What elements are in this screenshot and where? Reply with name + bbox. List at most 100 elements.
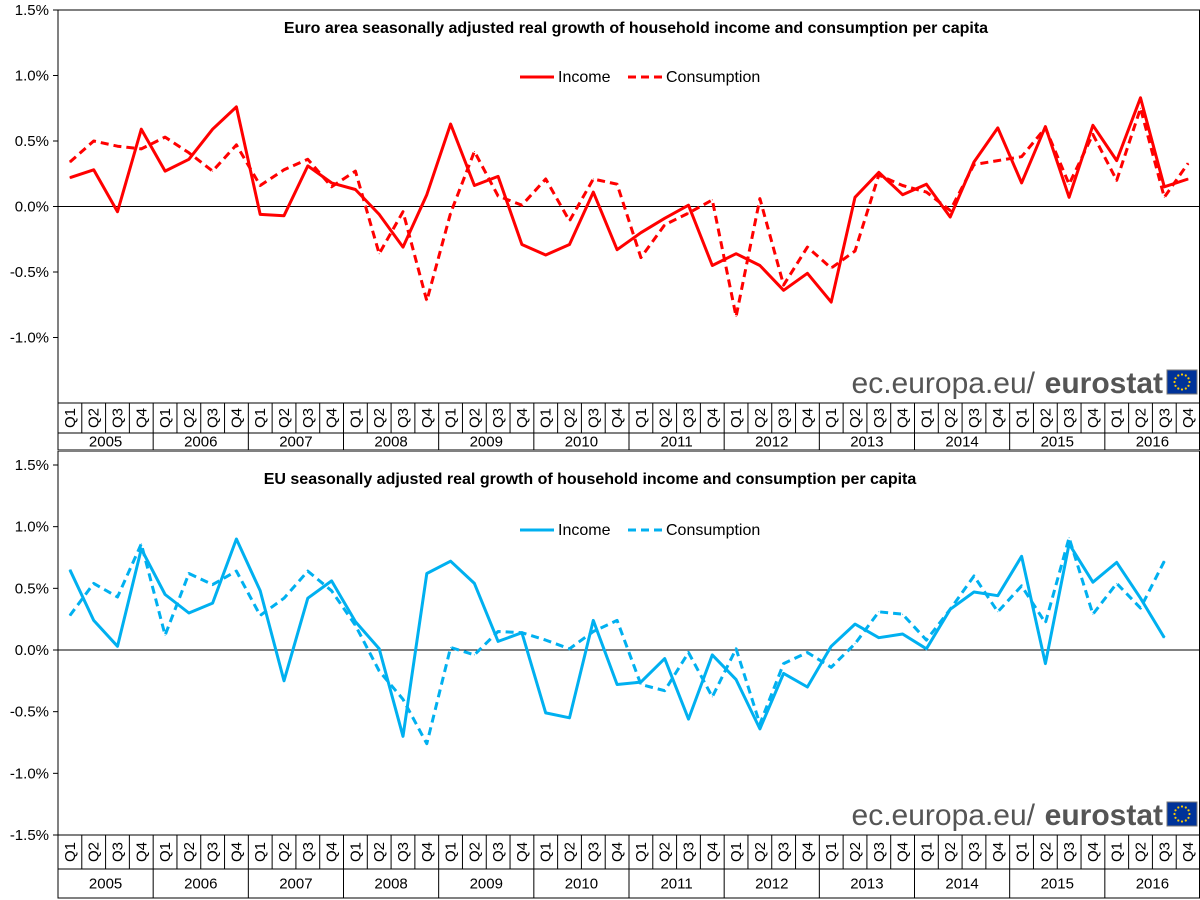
euro-area-quarter-label: Q4 [1085,408,1102,428]
euro-area-point-consumption [569,220,570,222]
eu-year-label: 2005 [89,876,122,893]
eu-year-label: 2007 [279,876,312,893]
euro-area-year-label: 2014 [945,434,978,451]
euro-area-eu-flag-star [1180,388,1184,391]
euro-area-y-tick-label: 0.5% [15,133,49,150]
euro-area-quarter-label: Q1 [538,408,555,428]
eu-chart: 1.5% 1.0% 0.5% 0.0% -0.5% -1.0% -1.5% Q1 Q2 Q3 Q4 Q… [10,450,1200,899]
eu-quarter-label: Q1 [918,842,935,862]
euro-area-point-income [616,249,618,251]
eu-point-consumption [545,639,547,641]
euro-area-quarter-label: Q2 [657,408,674,428]
euro-area-year-label: 2005 [89,434,122,451]
euro-area-point-consumption [1092,133,1094,135]
eu-quarter-label: Q3 [585,842,602,862]
eu-point-consumption [117,596,118,598]
euro-area-quarter-label: Q3 [490,408,507,428]
eu-quarter-label: Q1 [538,842,555,862]
euro-area-point-income [1068,196,1070,198]
euro-area-point-income [711,265,713,266]
eu-point-consumption [1021,585,1023,587]
euro-area-eu-flag-star [1177,387,1180,390]
eu-point-income [331,580,333,582]
euro-area-point-income [426,194,428,196]
euro-area-point-consumption [1116,179,1118,181]
eu-point-income [402,735,404,737]
eu-eu-flag-star [1180,820,1184,823]
euro-area-point-income [854,196,856,198]
euro-area-y-tick-label: 1.5% [15,2,49,19]
eu-point-consumption [69,615,71,616]
euro-area-point-consumption [592,178,594,180]
euro-area-year-label: 2013 [850,434,883,451]
eu-quarter-label: Q1 [443,842,460,862]
eu-year-label: 2014 [945,876,978,893]
euro-area-quarter-label: Q3 [585,408,602,428]
eu-point-income [212,602,214,604]
euro-area-point-consumption [545,178,547,180]
eu-point-income [569,717,570,719]
eu-quarter-label: Q1 [1014,842,1031,862]
euro-area-point-consumption [854,250,856,252]
euro-area-chart: 1.5% 1.0% 0.5% 0.0% -0.5% -1.0% Q1 Q2 Q3 Q4 Q1 Q2 Q3… [10,2,1200,451]
eu-quarter-label: Q3 [205,842,222,862]
eu-point-income [1140,597,1141,599]
eu-point-consumption [973,575,975,577]
eu-quarter-label: Q4 [609,842,626,862]
euro-area-point-income [569,244,570,245]
euro-area-eu-flag-star [1180,373,1184,376]
eu-legend-label-consumption: Consumption [666,522,760,539]
eu-point-consumption [830,666,832,668]
euro-area-point-income [473,185,475,186]
eu-point-consumption [283,597,285,599]
euro-area-point-consumption [759,198,761,200]
eu-point-income [759,728,761,730]
eu-quarter-label: Q3 [966,842,983,862]
eu-y-tick-label: -1.0% [10,765,49,782]
euro-area-point-income [235,106,237,108]
eu-point-consumption [307,570,309,572]
euro-area-point-income [117,211,118,213]
eu-y-tick-label: -0.5% [10,704,49,721]
euro-area-point-income [521,244,523,245]
euro-area-point-consumption [93,140,95,142]
eu-point-consumption [378,670,380,672]
euro-area-point-consumption [521,204,523,206]
eu-point-income [164,594,166,595]
eu-point-income [1044,663,1046,665]
eu-eurostat-watermark: eurostat ec.europa.eu/ [852,799,1198,832]
euro-area-point-income [759,265,761,266]
euro-area-quarter-label: Q3 [395,408,412,428]
euro-area-quarter-label: Q4 [799,408,816,428]
eu-point-income [307,597,309,599]
eu-point-income [69,569,71,571]
euro-area-point-consumption [1044,127,1046,129]
eu-point-income [283,680,285,682]
euro-area-quarter-label: Q3 [1061,408,1078,428]
euro-area-quarter-label: Q4 [1180,408,1197,428]
eu-quarter-label: Q3 [1156,842,1173,862]
euro-area-point-consumption [235,144,237,146]
eu-eu-flag-star [1184,819,1187,822]
eu-quarter-label: Q4 [1085,842,1102,862]
euro-area-point-consumption [497,195,499,197]
eu-point-income [1116,561,1118,563]
eu-quarter-label: Q4 [324,842,341,862]
eu-series-line-income [68,537,1166,738]
euro-area-point-income [783,289,785,291]
euro-area-legend-label-consumption: Consumption [666,69,760,86]
euro-area-point-consumption [997,160,999,162]
eu-year-label: 2010 [565,876,598,893]
euro-area-eu-flag-star [1177,374,1180,377]
euro-area-point-income [973,161,975,163]
euro-area-point-income [259,213,261,215]
euro-area-point-income [545,254,547,256]
eu-watermark-bold: eurostat [1045,799,1163,832]
eu-quarter-label: Q3 [680,842,697,862]
eu-point-consumption [925,639,927,641]
eu-point-income [830,645,832,647]
eu-point-income [592,619,594,621]
eu-point-income [902,633,904,635]
euro-area-quarter-label: Q4 [228,408,245,428]
